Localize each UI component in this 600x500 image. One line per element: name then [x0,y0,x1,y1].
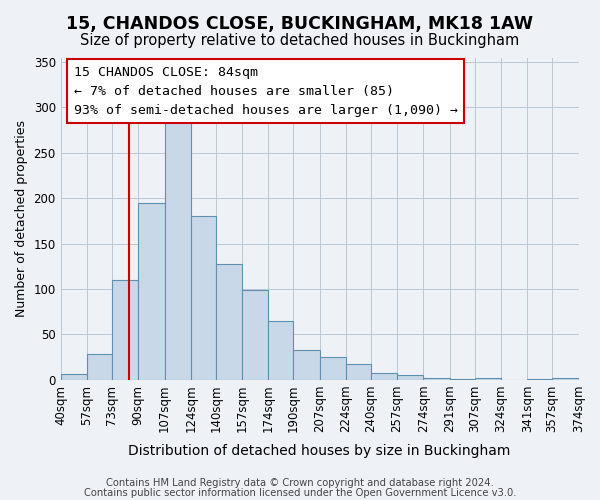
Bar [475,378,501,380]
Bar [450,379,475,380]
Bar [242,290,268,380]
Bar [216,264,242,380]
Text: Size of property relative to detached houses in Buckingham: Size of property relative to detached ho… [80,32,520,48]
Bar [293,350,320,380]
Bar [191,216,216,380]
Text: Contains public sector information licensed under the Open Government Licence v3: Contains public sector information licen… [84,488,516,498]
Text: Contains HM Land Registry data © Crown copyright and database right 2024.: Contains HM Land Registry data © Crown c… [106,478,494,488]
Bar [346,364,371,380]
Bar [397,376,424,380]
Bar [527,379,552,380]
Bar [320,357,346,380]
Bar [552,378,578,380]
Bar [112,280,138,380]
Bar [164,116,191,380]
Y-axis label: Number of detached properties: Number of detached properties [15,120,28,317]
Bar [138,203,164,380]
Bar [268,321,293,380]
Text: 15 CHANDOS CLOSE: 84sqm
← 7% of detached houses are smaller (85)
93% of semi-det: 15 CHANDOS CLOSE: 84sqm ← 7% of detached… [74,66,458,116]
Text: 15, CHANDOS CLOSE, BUCKINGHAM, MK18 1AW: 15, CHANDOS CLOSE, BUCKINGHAM, MK18 1AW [67,15,533,33]
Bar [371,372,397,380]
Bar [61,374,87,380]
Bar [424,378,450,380]
Bar [87,354,112,380]
X-axis label: Distribution of detached houses by size in Buckingham: Distribution of detached houses by size … [128,444,511,458]
